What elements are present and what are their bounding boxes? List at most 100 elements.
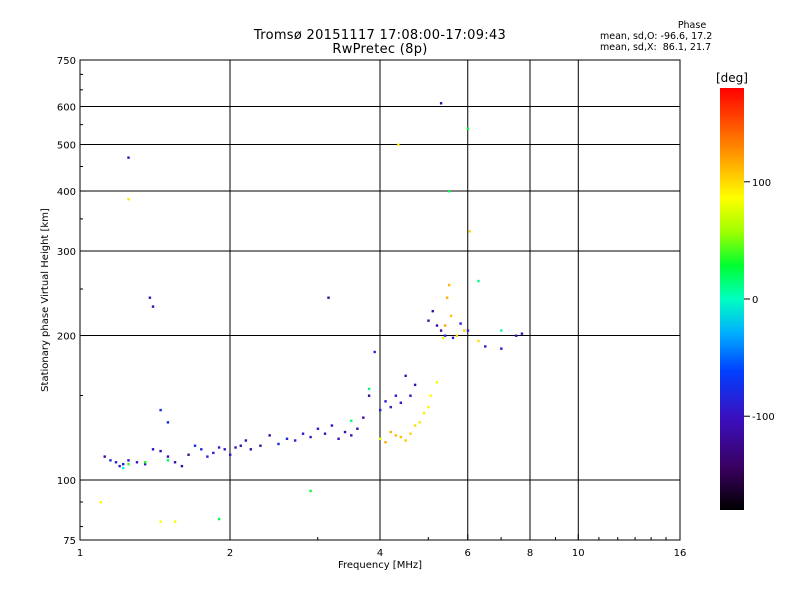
data-point-o [427, 319, 430, 322]
data-point-x [441, 336, 445, 340]
data-point-o [367, 394, 371, 397]
data-point-x [449, 314, 453, 318]
data-point-other [309, 489, 312, 493]
data-point-x [99, 500, 103, 504]
data-point-x [468, 230, 471, 233]
data-point-o [166, 421, 170, 424]
data-point-o [187, 453, 190, 456]
y-tick-label: 500 [57, 141, 76, 152]
y-tick-label: 100 [57, 476, 76, 487]
data-point-o [389, 405, 392, 409]
x-axis-ticks: 1 2 4 6 8 10 16 [77, 534, 686, 559]
data-point-o [443, 334, 447, 337]
data-point-o [515, 334, 518, 337]
data-point-o [180, 464, 184, 468]
data-point-o [451, 336, 455, 340]
data-point-o [173, 461, 177, 464]
data-point-o [259, 444, 262, 447]
data-point-other [127, 462, 130, 466]
data-point-other [477, 279, 480, 283]
data-point-x [379, 437, 382, 440]
data-point-o [459, 322, 462, 325]
data-point-o [327, 296, 330, 299]
data-point-other [217, 517, 221, 521]
colorbar-ticks: 100 0 -100 [744, 178, 775, 423]
data-point-x [409, 432, 412, 435]
data-point-o [343, 430, 347, 434]
data-point-o [484, 345, 487, 348]
data-point-o [293, 439, 297, 442]
colorbar-tick-label: -100 [752, 412, 775, 423]
data-point-o [394, 394, 398, 397]
data-point-o [399, 401, 403, 404]
data-point-o [356, 427, 359, 430]
data-point-o [206, 455, 209, 458]
y-tick-label: 75 [63, 536, 76, 547]
data-point-o [384, 400, 387, 403]
data-point-x [422, 411, 426, 415]
data-point-x [394, 434, 398, 437]
y-tick-label: 300 [57, 247, 76, 258]
data-point-o [103, 455, 106, 458]
data-point-x [447, 283, 451, 287]
data-point-o [373, 350, 376, 354]
data-point-x [397, 143, 400, 146]
phase-legend: Phase mean, sd,O: -96.6, 17.2 mean, sd,X… [600, 20, 760, 53]
data-point-o [217, 446, 221, 449]
y-tick-label: 600 [57, 103, 76, 114]
data-point-x [427, 405, 430, 409]
data-point-o [193, 444, 197, 447]
data-point-o [200, 448, 203, 451]
x-tick-label: 6 [465, 548, 471, 559]
data-point-x [463, 329, 466, 332]
data-point-o [404, 374, 407, 378]
data-point-x [399, 435, 403, 439]
data-point-o [148, 296, 152, 299]
data-point-x [477, 339, 480, 343]
data-point-o [330, 424, 334, 427]
data-point-o [143, 462, 147, 466]
data-point-o [223, 448, 226, 451]
y-tick-label: 200 [57, 332, 76, 343]
data-point-o [159, 408, 162, 412]
data-point-o [151, 448, 155, 451]
data-points [99, 102, 524, 523]
data-point-o [316, 427, 320, 430]
data-point-o [466, 329, 470, 332]
data-point-o [439, 329, 443, 332]
data-point-o [350, 434, 353, 437]
data-point-o [159, 449, 162, 453]
data-point-o [301, 432, 305, 435]
data-point-other [367, 387, 371, 391]
x-tick-label: 4 [377, 548, 383, 559]
data-point-other [466, 127, 470, 130]
y-tick-label: 750 [57, 56, 76, 67]
data-point-o [323, 432, 327, 435]
data-point-o [244, 439, 248, 442]
data-point-o [118, 464, 121, 468]
y-axis-label: Stationary phase Virtual Height [km] [40, 208, 51, 392]
x-tick-label: 10 [572, 548, 585, 559]
data-point-other [166, 459, 170, 462]
phase-legend-x-line: mean, sd,X: 86.1, 21.7 [600, 42, 712, 53]
data-point-other [122, 466, 125, 470]
data-point-o [109, 459, 112, 462]
data-point-x [173, 520, 177, 523]
data-point-other [447, 190, 451, 193]
data-point-x [159, 520, 162, 523]
grid-lines [80, 60, 680, 540]
y-tick-label: 400 [57, 187, 76, 198]
data-point-other [350, 419, 353, 422]
data-point-o [309, 435, 312, 439]
data-point-o [212, 451, 215, 455]
data-point-o [122, 462, 125, 466]
chart-subtitle: RwPretec (8p) [332, 42, 428, 57]
colorbar-tick-label: 0 [752, 295, 758, 306]
data-point-o [413, 383, 417, 387]
data-point-o [234, 446, 237, 449]
data-point-o [362, 416, 365, 419]
colorbar [720, 88, 744, 510]
phase-legend-heading: Phase [677, 20, 707, 31]
x-tick-label: 1 [77, 548, 83, 559]
data-point-x [418, 421, 421, 424]
